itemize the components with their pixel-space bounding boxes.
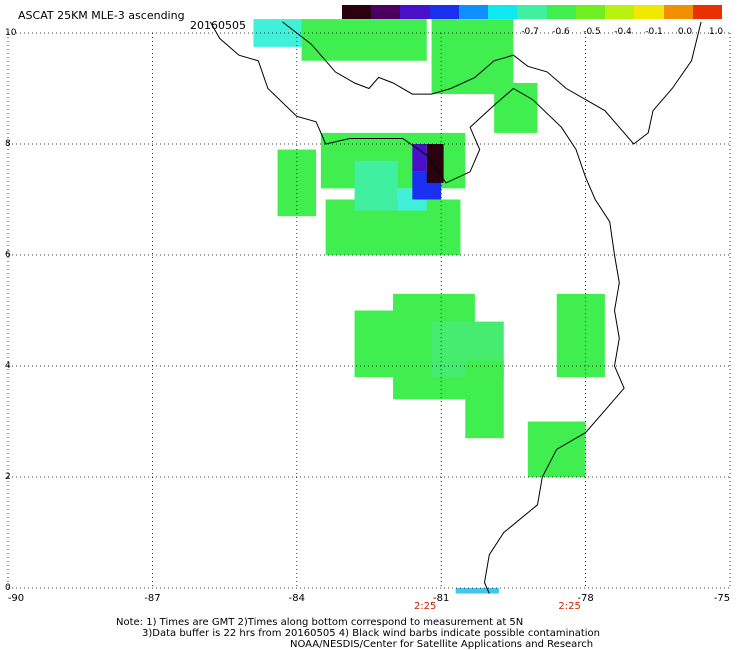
longitude-label: -90 (7, 593, 25, 604)
longitude-label: -84 (288, 593, 305, 604)
latitude-label: 4 (5, 361, 11, 371)
wind-cell (465, 360, 504, 439)
wind-cell (431, 19, 514, 95)
colorbar-label: -0.6 (552, 27, 570, 37)
latitude-label: 0 (5, 583, 11, 593)
latitude-label: 8 (5, 139, 11, 149)
colorbar-swatch (605, 5, 635, 19)
colorbar-label: -0.4 (614, 27, 632, 37)
wind-cell (277, 149, 317, 217)
note-line-3: NOAA/NESDIS/Center for Satellite Applica… (290, 639, 594, 650)
wind-cell (301, 19, 427, 61)
wind-cell (354, 310, 432, 378)
longitude-label: -78 (577, 593, 594, 604)
colorbar-swatch (575, 5, 606, 19)
latitude-label: 6 (5, 250, 11, 260)
colorbar-swatch (342, 5, 372, 19)
colorbar-swatch (517, 5, 547, 19)
pacific-coastline (209, 21, 625, 594)
time-label: 2:25 (558, 601, 581, 612)
caribbean-coastline (282, 21, 702, 145)
colorbar-swatch (663, 5, 693, 19)
longitude-label: -75 (713, 593, 731, 604)
note-line-1: Note: 1) Times are GMT 2)Times along bot… (116, 617, 524, 628)
longitude-label: -87 (144, 593, 161, 604)
wind-cell (354, 160, 398, 211)
colorbar-swatch (692, 5, 723, 19)
colorbar-label: 0.0 (677, 27, 693, 37)
colorbar-label: 1.0 (708, 27, 724, 37)
colorbar-label: -0.1 (645, 27, 663, 37)
wind-cell (556, 293, 605, 378)
time-label: 2:25 (413, 601, 437, 612)
latitude-label: 2 (5, 472, 11, 482)
map-date: 20160505 (190, 19, 246, 32)
colorbar-label: -0.5 (583, 27, 601, 37)
colorbar (342, 5, 723, 19)
wind-cell (412, 144, 427, 172)
colorbar-swatch (371, 5, 401, 19)
wind-cell (494, 82, 538, 133)
colorbar-label: -0.7 (521, 27, 539, 37)
note-line-2: 3)Data buffer is 22 hrs from 20160505 4)… (142, 628, 600, 639)
latitude-label: 10 (5, 28, 17, 38)
colorbar-swatch (429, 5, 459, 19)
wind-cell (455, 588, 499, 594)
colorbar-swatch (488, 5, 518, 19)
colorbar-swatch (458, 5, 489, 19)
colorbar-swatch (546, 5, 576, 19)
map-title: ASCAT 25KM MLE-3 ascending (18, 9, 185, 22)
longitude-label: -81 (433, 593, 450, 604)
colorbar-swatch (400, 5, 430, 19)
colorbar-swatch (634, 5, 664, 19)
